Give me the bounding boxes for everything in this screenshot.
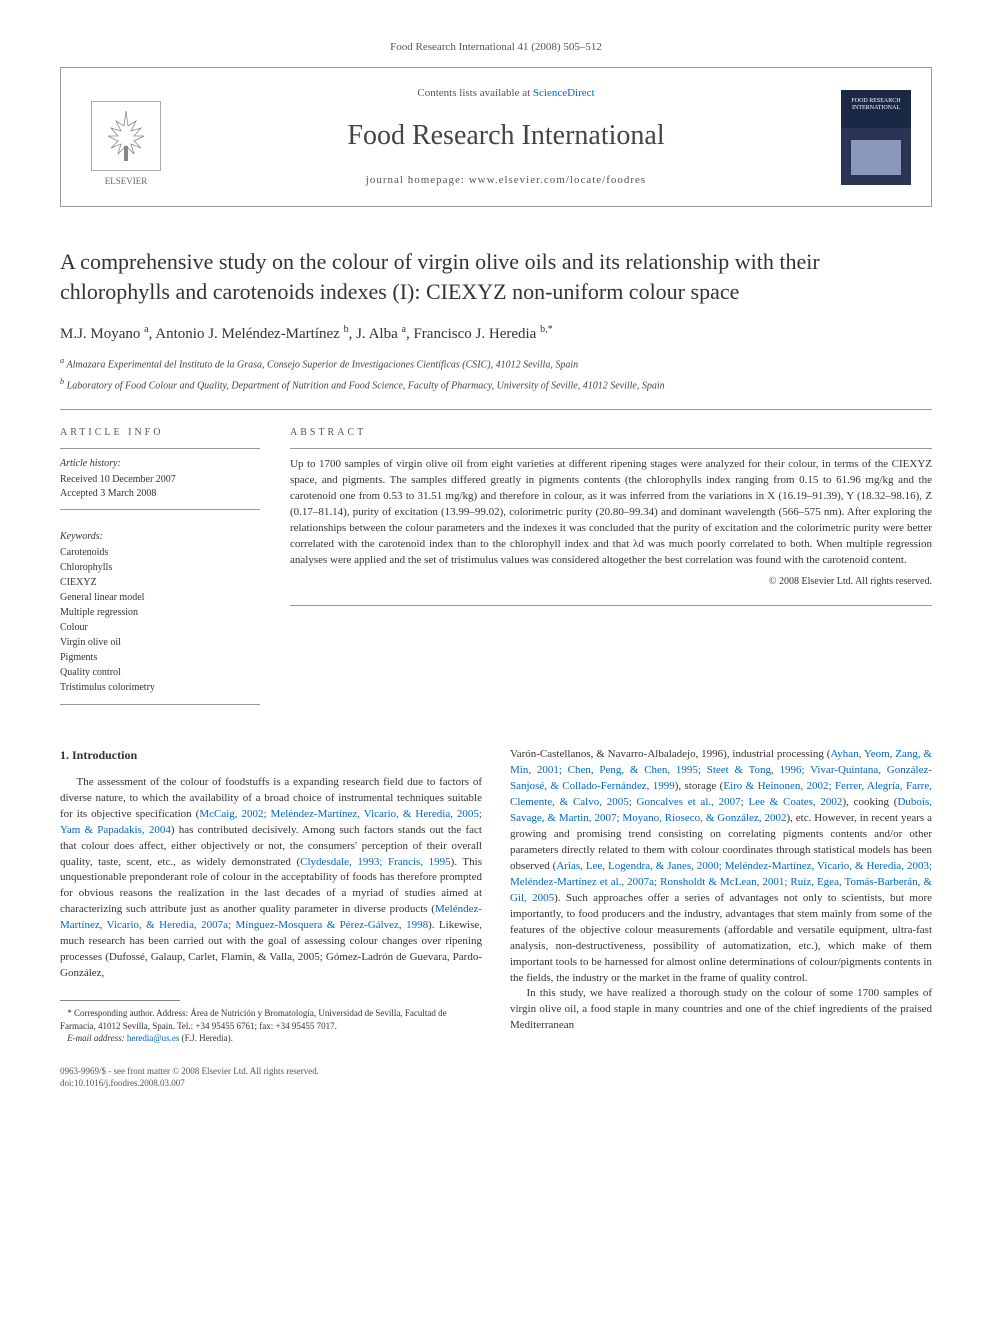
authors-line: M.J. Moyano a, Antonio J. Meléndez-Martí… (60, 323, 932, 345)
sciencedirect-link[interactable]: ScienceDirect (533, 87, 595, 99)
abstract-text: Up to 1700 samples of virgin olive oil f… (290, 448, 932, 569)
footnote-separator (60, 1000, 180, 1001)
accepted-date: Accepted 3 March 2008 (60, 487, 260, 501)
cover-title: FOOD RESEARCH INTERNATIONAL (845, 98, 907, 112)
body-column-left: 1. Introduction The assessment of the co… (60, 747, 482, 1044)
abstract-column: ABSTRACT Up to 1700 samples of virgin ol… (290, 426, 932, 717)
journal-center: Contents lists available at ScienceDirec… (171, 86, 841, 188)
abstract-copyright: © 2008 Elsevier Ltd. All rights reserved… (290, 575, 932, 589)
keyword-item: CIEXYZ (60, 576, 260, 590)
abstract-divider (290, 605, 932, 606)
keyword-item: Colour (60, 621, 260, 635)
divider (60, 409, 932, 410)
elsevier-label: ELSEVIER (105, 175, 148, 188)
affiliation-b: b Laboratory of Food Colour and Quality,… (60, 376, 932, 393)
elsevier-tree-icon (91, 101, 161, 171)
citation-link[interactable]: Arias, Lee, Logendra, & Janes, 2000; Mel… (510, 860, 932, 904)
contents-prefix: Contents lists available at (417, 87, 532, 99)
keyword-item: Pigments (60, 651, 260, 665)
journal-header-box: ELSEVIER Contents lists available at Sci… (60, 67, 932, 207)
citation-link[interactable]: Meléndez-Martínez, Vicario, & Heredia, 2… (60, 903, 482, 931)
keywords-list: CarotenoidsChlorophyllsCIEXYZGeneral lin… (60, 546, 260, 695)
article-info-heading: ARTICLE INFO (60, 426, 260, 440)
body-column-right: Varón-Castellanos, & Navarro-Albaladejo,… (510, 747, 932, 1044)
elsevier-logo: ELSEVIER (81, 87, 171, 187)
keyword-item: Virgin olive oil (60, 636, 260, 650)
email-line: E-mail address: heredia@us.es (F.J. Here… (60, 1032, 482, 1045)
email-person: (F.J. Heredia). (182, 1033, 233, 1043)
article-history-block: Article history: Received 10 December 20… (60, 448, 260, 510)
doi-line: doi:10.1016/j.foodres.2008.03.007 (60, 1077, 932, 1089)
received-date: Received 10 December 2007 (60, 473, 260, 487)
info-abstract-row: ARTICLE INFO Article history: Received 1… (60, 426, 932, 717)
abstract-heading: ABSTRACT (290, 426, 932, 440)
keywords-block: Keywords: CarotenoidsChlorophyllsCIEXYZG… (60, 522, 260, 705)
article-info-column: ARTICLE INFO Article history: Received 1… (60, 426, 260, 717)
keyword-item: Carotenoids (60, 546, 260, 560)
bottom-metadata: 0963-9969/$ - see front matter © 2008 El… (60, 1065, 932, 1089)
corresponding-author-note: * Corresponding author. Address: Área de… (60, 1007, 482, 1032)
intro-paragraph-3: In this study, we have realized a thorou… (510, 986, 932, 1034)
journal-cover-thumbnail: FOOD RESEARCH INTERNATIONAL (841, 90, 911, 185)
citation-link[interactable]: Clydesdale, 1993; Francis, 1995 (300, 856, 451, 868)
history-label: Article history: (60, 457, 260, 471)
intro-heading: 1. Introduction (60, 747, 482, 764)
keywords-label: Keywords: (60, 530, 260, 544)
keyword-item: Tristimulus colorimetry (60, 681, 260, 695)
intro-paragraph-1: The assessment of the colour of foodstuf… (60, 775, 482, 982)
email-link[interactable]: heredia@us.es (127, 1033, 180, 1043)
intro-paragraph-2: Varón-Castellanos, & Navarro-Albaladejo,… (510, 747, 932, 986)
journal-homepage: journal homepage: www.elsevier.com/locat… (171, 173, 841, 188)
citation-link[interactable]: McCaig, 2002; Meléndez-Martínez, Vicario… (60, 808, 482, 836)
contents-line: Contents lists available at ScienceDirec… (171, 86, 841, 101)
keyword-item: Multiple regression (60, 606, 260, 620)
email-label: E-mail address: (67, 1033, 124, 1043)
footnote-corresponding: * Corresponding author. Address: Área de… (60, 1007, 482, 1045)
issn-line: 0963-9969/$ - see front matter © 2008 El… (60, 1065, 932, 1077)
journal-name: Food Research International (171, 116, 841, 155)
keyword-item: Quality control (60, 666, 260, 680)
header-citation: Food Research International 41 (2008) 50… (60, 40, 932, 55)
article-title: A comprehensive study on the colour of v… (60, 247, 932, 306)
body-columns: 1. Introduction The assessment of the co… (60, 747, 932, 1044)
keyword-item: Chlorophylls (60, 561, 260, 575)
cover-image-placeholder (851, 140, 901, 175)
affiliation-a: a Almazara Experimental del Instituto de… (60, 355, 932, 372)
keyword-item: General linear model (60, 591, 260, 605)
